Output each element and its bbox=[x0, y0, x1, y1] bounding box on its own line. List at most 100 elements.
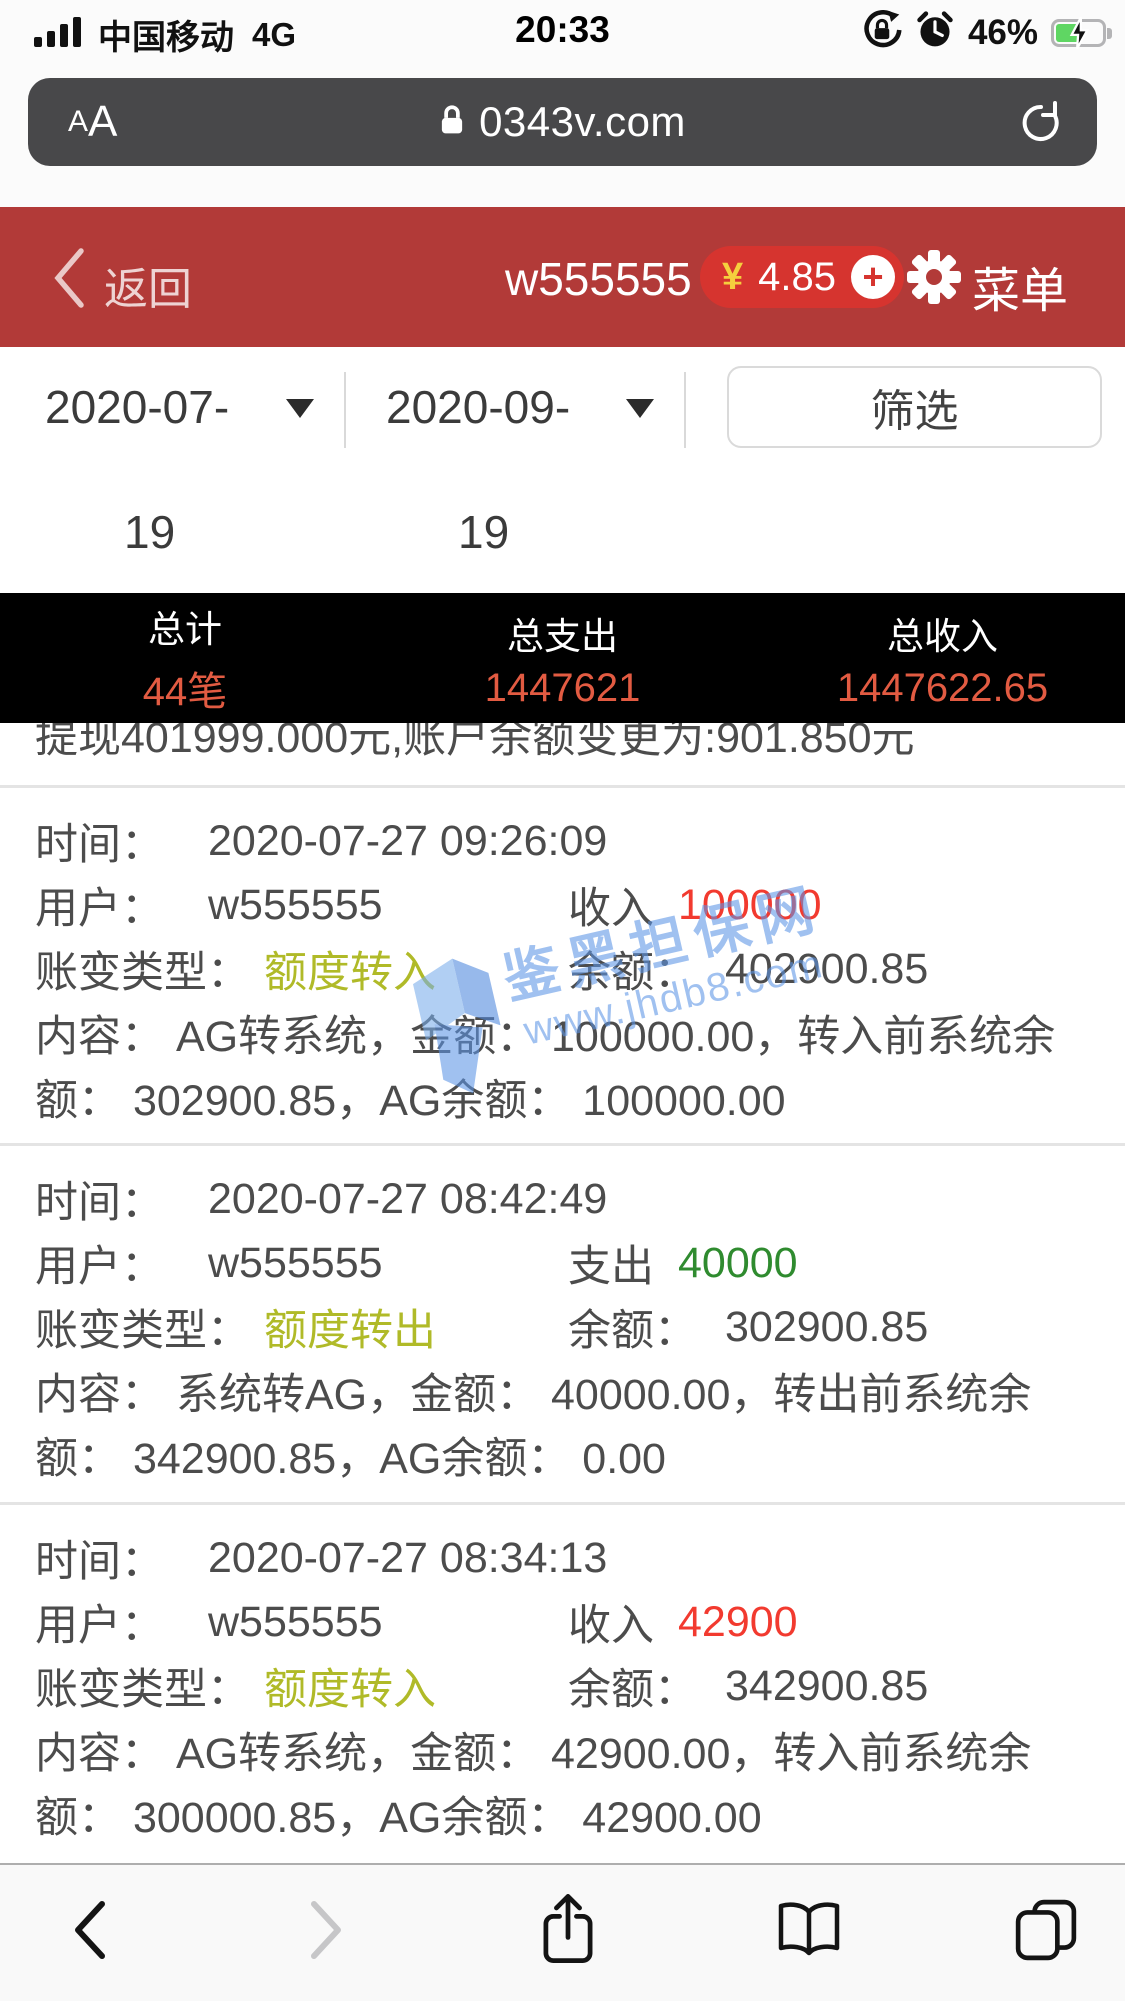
summary-total-income: 总收入 1447622.65 bbox=[770, 593, 1115, 723]
tx-user-row: 用户： w555555 支出 40000 bbox=[35, 1231, 1095, 1295]
tx-content-line2: 额： 342900.85，AG余额： 0.00 bbox=[35, 1435, 666, 1483]
tx-content-line1: 内容： AG转系统，金额： 100000.00，转入前系统余 bbox=[35, 1013, 1056, 1061]
status-bar: 中国移动 4G 20:33 46% bbox=[0, 0, 1125, 57]
status-right: 46% bbox=[862, 10, 1112, 55]
summary-label: 总支出 bbox=[507, 615, 618, 657]
type-value: 额度转入 bbox=[264, 1666, 436, 1714]
start-date-select[interactable]: 2020-07- bbox=[45, 381, 230, 433]
divider bbox=[0, 1502, 1125, 1505]
user-label: 用户： bbox=[35, 1243, 164, 1291]
type-label: 账变类型： bbox=[35, 1666, 250, 1714]
browser-back-icon[interactable] bbox=[66, 1898, 114, 1967]
direction-label: 收入 bbox=[568, 1602, 654, 1650]
balance-label: 余额： bbox=[568, 1666, 697, 1714]
bookmarks-icon[interactable] bbox=[776, 1899, 842, 1966]
tx-type-row: 账变类型： 额度转入 余额： 402900.85 bbox=[35, 937, 1095, 1001]
back-button[interactable]: 返回 bbox=[104, 265, 192, 314]
filter-submit-button[interactable]: 筛选 bbox=[727, 366, 1102, 448]
username-label: w555555 bbox=[505, 253, 692, 305]
time-label: 时间： bbox=[35, 821, 164, 869]
tx-content-line1: 内容： AG转系统，金额： 42900.00，转入前系统余 bbox=[35, 1730, 1032, 1778]
amount-value: 40000 bbox=[678, 1238, 798, 1287]
back-chevron-icon[interactable] bbox=[52, 247, 86, 314]
summary-bar: 总计 44笔 总支出 1447621 总收入 1447622.65 bbox=[0, 593, 1125, 723]
type-value: 额度转出 bbox=[264, 1307, 436, 1355]
type-label: 账变类型： bbox=[35, 1307, 250, 1355]
tx-content-line2: 额： 300000.85，AG余额： 42900.00 bbox=[35, 1794, 762, 1842]
amount-value: 42900 bbox=[678, 1597, 798, 1646]
balance-value: 302900.85 bbox=[725, 1302, 929, 1351]
user-label: 用户： bbox=[35, 885, 164, 933]
chevron-down-icon[interactable] bbox=[286, 399, 314, 418]
clock-label: 20:33 bbox=[515, 9, 610, 50]
browser-forward-icon[interactable] bbox=[302, 1898, 350, 1967]
user-value: w555555 bbox=[208, 880, 383, 929]
summary-value: 1447622.65 bbox=[836, 665, 1049, 710]
signal-strength-icon bbox=[34, 16, 86, 53]
balance-badge[interactable]: ¥ 4.85 + bbox=[700, 246, 904, 308]
tx-type-row: 账变类型： 额度转入 余额： 342900.85 bbox=[35, 1654, 1095, 1718]
tabs-icon[interactable] bbox=[1014, 1898, 1078, 1967]
divider bbox=[344, 372, 346, 448]
time-value: 2020-07-27 09:26:09 bbox=[208, 816, 608, 865]
divider bbox=[684, 372, 686, 448]
tls-lock-icon bbox=[439, 104, 465, 141]
menu-button[interactable]: 菜单 bbox=[972, 265, 1069, 318]
end-date-select[interactable]: 2020-09- bbox=[386, 381, 571, 433]
divider bbox=[0, 785, 1125, 788]
balance-amount: 4.85 bbox=[758, 254, 836, 299]
balance-value: 402900.85 bbox=[725, 944, 929, 993]
amount-value: 100000 bbox=[678, 880, 822, 929]
alarm-clock-icon bbox=[915, 10, 955, 55]
balance-value: 342900.85 bbox=[725, 1661, 929, 1710]
balance-label: 余额： bbox=[568, 949, 697, 997]
tx-user-row: 用户： w555555 收入 100000 bbox=[35, 873, 1095, 937]
refresh-icon[interactable] bbox=[1015, 98, 1063, 151]
tx-time-row: 时间： 2020-07-27 08:34:13 bbox=[35, 1526, 1095, 1590]
tx-time-row: 时间： 2020-07-27 09:26:09 bbox=[35, 809, 1095, 873]
share-icon[interactable] bbox=[536, 1889, 600, 1974]
tx-content-line2: 额： 302900.85，AG余额： 100000.00 bbox=[35, 1077, 786, 1125]
filter-section: 2020-07- 2020-09- 筛选 19 19 bbox=[0, 347, 1125, 593]
tx-content-line1: 内容： 系统转AG，金额： 40000.00，转出前系统余 bbox=[35, 1371, 1032, 1419]
user-value: w555555 bbox=[208, 1238, 383, 1287]
summary-total-count: 总计 44笔 bbox=[60, 593, 310, 723]
network-type-label: 4G bbox=[252, 15, 297, 53]
add-funds-icon[interactable]: + bbox=[851, 255, 895, 299]
orientation-lock-icon bbox=[862, 10, 902, 55]
divider bbox=[0, 1143, 1125, 1146]
carrier-label: 中国移动 bbox=[98, 19, 234, 57]
direction-label: 收入 bbox=[568, 885, 654, 933]
balance-label: 余额： bbox=[568, 1307, 697, 1355]
browser-toolbar bbox=[0, 1863, 1125, 2001]
url-display[interactable]: 0343v.com bbox=[28, 78, 1097, 166]
summary-label: 总计 bbox=[148, 609, 222, 650]
time-label: 时间： bbox=[35, 1179, 164, 1227]
start-day-label[interactable]: 19 bbox=[124, 506, 176, 558]
gear-icon[interactable] bbox=[906, 249, 962, 310]
status-left: 中国移动 4G bbox=[34, 10, 296, 59]
battery-percent-label: 46% bbox=[967, 12, 1038, 52]
type-label: 账变类型： bbox=[35, 949, 250, 997]
url-text: 0343v.com bbox=[479, 98, 686, 145]
tx-time-row: 时间： 2020-07-27 08:42:49 bbox=[35, 1167, 1095, 1231]
time-value: 2020-07-27 08:42:49 bbox=[208, 1174, 608, 1223]
battery-charging-icon bbox=[1051, 16, 1112, 49]
summary-value: 44笔 bbox=[142, 670, 228, 714]
direction-label: 支出 bbox=[568, 1243, 654, 1291]
reader-a-small: A bbox=[68, 105, 89, 138]
chevron-down-icon[interactable] bbox=[626, 399, 654, 418]
yen-symbol: ¥ bbox=[722, 255, 744, 298]
tx-user-row: 用户： w555555 收入 42900 bbox=[35, 1590, 1095, 1654]
summary-total-expense: 总支出 1447621 bbox=[430, 593, 695, 723]
time-value: 2020-07-27 08:34:13 bbox=[208, 1533, 608, 1582]
user-value: w555555 bbox=[208, 1597, 383, 1646]
tx-type-row: 账变类型： 额度转出 余额： 302900.85 bbox=[35, 1295, 1095, 1359]
end-day-label[interactable]: 19 bbox=[458, 506, 510, 558]
time-label: 时间： bbox=[35, 1538, 164, 1586]
summary-label: 总收入 bbox=[887, 615, 998, 657]
